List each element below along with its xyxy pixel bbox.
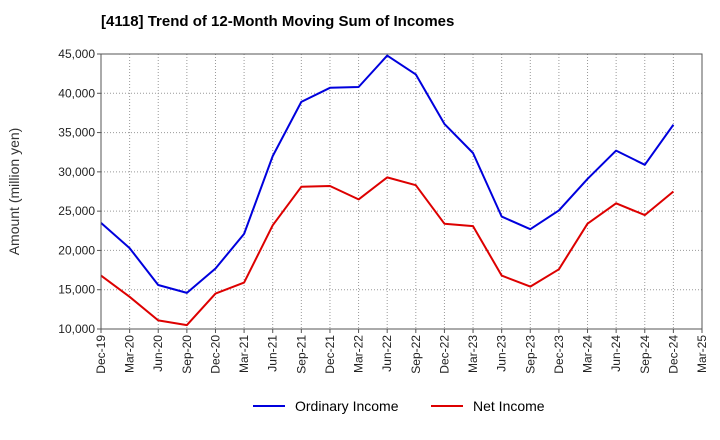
series-line-net-income	[100, 176, 675, 327]
x-tick-label: Jun-24	[609, 335, 623, 372]
x-tick-label: Sep-22	[409, 335, 423, 374]
x-tick-label: Jun-22	[380, 335, 394, 372]
x-tick-label: Jun-23	[495, 335, 509, 372]
y-tick-label: 15,000	[58, 283, 95, 297]
x-tick-label: Dec-20	[208, 335, 222, 374]
x-tick-label: Sep-23	[523, 335, 537, 374]
x-tick-label: Dec-19	[94, 335, 108, 374]
y-tick-label: 45,000	[58, 47, 95, 61]
y-tick-label: 20,000	[58, 243, 95, 257]
legend-item-net-income: Net Income	[431, 398, 545, 414]
x-tick-label: Dec-21	[323, 335, 337, 374]
chart-title: [4118] Trend of 12-Month Moving Sum of I…	[101, 13, 455, 30]
legend-label-net-income: Net Income	[473, 398, 545, 414]
x-tick-label: Jun-21	[266, 335, 280, 372]
y-tick-label: 40,000	[58, 86, 95, 100]
x-tick-label: Mar-21	[237, 335, 251, 373]
x-tick-label: Jun-20	[151, 335, 165, 372]
legend-swatch-ordinary-income	[253, 405, 285, 407]
x-tick-label: Mar-20	[123, 335, 137, 373]
x-tick-label: Mar-22	[352, 335, 366, 373]
y-axis-ticks: 10,000 15,000 20,000 25,000 30,000 35,000 40,0…	[58, 47, 101, 336]
series-line-ordinary-income	[100, 54, 675, 294]
legend-label-ordinary-income: Ordinary Income	[295, 398, 399, 414]
y-tick-label: 30,000	[58, 165, 95, 179]
series-lines	[100, 54, 675, 327]
y-tick-label: 35,000	[58, 126, 95, 140]
x-tick-label: Mar-23	[466, 335, 480, 373]
y-tick-label: 10,000	[58, 322, 95, 336]
x-tick-label: Sep-21	[294, 335, 308, 374]
x-tick-label: Mar-25	[695, 335, 709, 373]
x-tick-label: Dec-22	[437, 335, 451, 374]
x-tick-label: Mar-24	[581, 335, 595, 373]
x-tick-label: Dec-23	[552, 335, 566, 374]
plot-frame	[100, 53, 703, 330]
y-axis-label: Amount (million yen)	[6, 128, 22, 256]
x-axis-ticks: Dec-19 Mar-20 Jun-20 Sep-20 Dec-20 Mar-21 Jun-…	[94, 329, 709, 374]
x-tick-label: Sep-20	[180, 335, 194, 374]
legend: Ordinary Income Net Income	[0, 398, 720, 430]
grid	[100, 53, 703, 330]
x-tick-label: Dec-24	[666, 335, 680, 374]
x-tick-label: Sep-24	[638, 335, 652, 374]
legend-swatch-net-income	[431, 405, 463, 407]
y-tick-label: 25,000	[58, 204, 95, 218]
legend-item-ordinary-income: Ordinary Income	[253, 398, 398, 414]
